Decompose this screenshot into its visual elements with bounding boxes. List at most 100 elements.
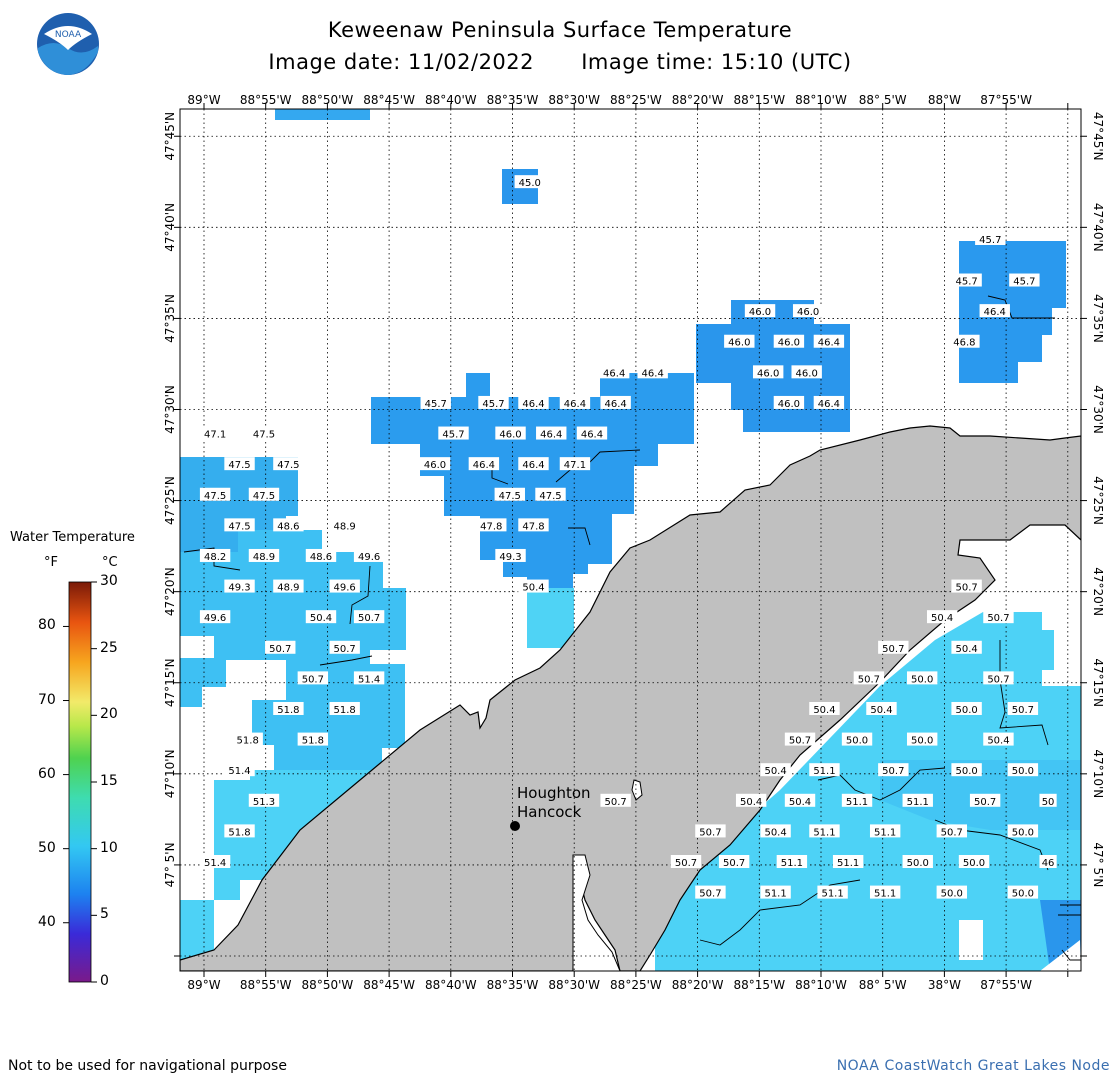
temp-label-box [902, 793, 933, 807]
temp-label-box [559, 457, 591, 471]
temp-label-box [983, 671, 1014, 685]
temp-label: 50.4 [310, 613, 332, 624]
legend-unit-c: °C [102, 555, 118, 570]
temp-label-box [1039, 793, 1057, 807]
temp-label-box [495, 426, 526, 440]
temp-label: 50.0 [911, 736, 933, 747]
footer-credit: NOAA CoastWatch Great Lakes Node [836, 1058, 1110, 1074]
temp-label-box [248, 793, 280, 807]
lat-label: 47°40'N [1091, 203, 1105, 252]
temp-label: 45.7 [979, 235, 1001, 246]
map-title: Keweenaw Peninsula Surface Temperature [327, 18, 793, 42]
temp-label: 50.7 [1012, 705, 1034, 716]
lat-label: 47°20'N [1091, 567, 1105, 616]
lon-label: 88°15'W [733, 93, 785, 107]
land-mass [180, 425, 1081, 971]
lon-label: 88°50'W [302, 93, 354, 107]
temp-label: 47.1 [204, 430, 226, 441]
temp-label: 49.6 [204, 613, 226, 624]
temp-label: 46.4 [605, 399, 627, 410]
temp-label: 50.7 [723, 858, 745, 869]
temp-label-box [773, 395, 805, 409]
legend-fahrenheit-tick: 80 [38, 617, 56, 634]
lon-label: 88° 5'W [859, 978, 907, 992]
temp-label: 46.4 [818, 338, 840, 349]
temp-label: 47.8 [522, 521, 544, 532]
temp-label: 46.4 [564, 399, 586, 410]
lat-label: 47°15'N [1091, 658, 1105, 707]
temp-label-box [199, 855, 231, 869]
legend-fahrenheit-tick: 60 [38, 765, 56, 782]
temp-label-box [224, 518, 255, 532]
temp-label: 50.4 [764, 827, 786, 838]
lat-label: 47°10'N [1091, 749, 1105, 798]
temp-label: 50.4 [740, 797, 762, 808]
temp-label: 51.1 [907, 797, 929, 808]
temp-label-box [969, 793, 1001, 807]
legend-fahrenheit-tick: 50 [38, 839, 56, 856]
temp-label: 51.1 [764, 889, 786, 900]
legend-celsius-tick: 20 [100, 706, 118, 723]
lon-label: 88°15'W [733, 978, 785, 992]
legend-title: Water Temperature [10, 530, 135, 545]
temp-label: 46.8 [953, 338, 975, 349]
legend-celsius-tick: 0 [100, 973, 109, 989]
city-marker [510, 821, 520, 831]
temp-label: 51.1 [813, 827, 835, 838]
temp-label: 46.0 [424, 460, 446, 471]
temp-label: 49.3 [499, 552, 521, 563]
temp-label: 48.9 [253, 552, 275, 563]
lon-label: 88°25'W [610, 93, 662, 107]
temp-label-box [265, 640, 296, 654]
temp-label-box [809, 763, 840, 777]
temp-label-box [869, 885, 901, 899]
map-frame [179, 108, 1082, 972]
temp-label-box [784, 732, 816, 746]
temp-label-box [232, 732, 263, 746]
temp-label: 45.7 [442, 430, 464, 441]
lat-label: 47°30'N [1091, 385, 1105, 434]
lon-label: 88°10'W [795, 978, 847, 992]
lat-label: 47°10'N [163, 749, 177, 798]
temp-label-box [791, 365, 822, 379]
temp-label-box [518, 457, 549, 471]
lon-label: 88°30'W [548, 93, 600, 107]
lon-label: 88°25'W [610, 978, 662, 992]
temp-label: 47.5 [277, 460, 299, 471]
temp-label-box [536, 426, 567, 440]
temp-label: 50.4 [789, 797, 811, 808]
bottom-longitude-labels: 89°W 88°55'W 88°50'W 88°45'W 88°40'W 88°35'W 8… [187, 978, 1032, 992]
temp-label: 51.1 [874, 827, 896, 838]
lon-label: 88°30'W [548, 978, 600, 992]
lat-label: 47° 5'N [163, 842, 177, 887]
lon-label: 88°35'W [487, 93, 539, 107]
temp-label-box [773, 334, 805, 348]
temp-label: 49.6 [358, 552, 380, 563]
temp-label: 46 [1042, 858, 1055, 869]
temp-label-box [559, 395, 591, 409]
legend-celsius-tick: 25 [100, 639, 118, 656]
temp-label: 46.0 [778, 399, 800, 410]
temp-label-box [494, 487, 525, 501]
temp-label: 47.5 [253, 430, 275, 441]
temp-label-box [869, 824, 901, 838]
temp-label-box [273, 701, 304, 715]
lon-label: 88° 5'W [859, 93, 907, 107]
lon-label: 87°55'W [980, 978, 1032, 992]
lon-label: 88°10'W [795, 93, 847, 107]
temp-label-box [906, 732, 938, 746]
temp-label: 47.5 [204, 491, 226, 502]
temp-label: 48.6 [310, 552, 332, 563]
temp-label: 50.0 [911, 674, 933, 685]
temp-label: 46.4 [984, 307, 1006, 318]
lat-label: 47°25'N [163, 476, 177, 525]
temp-label-box [853, 671, 885, 685]
lat-label: 47°20'N [163, 567, 177, 616]
temp-label: 51.8 [237, 736, 259, 747]
temp-label-box [841, 793, 873, 807]
temp-label: 51.8 [334, 705, 356, 716]
temp-label: 50.4 [870, 705, 892, 716]
lon-label: 88°20'W [672, 93, 724, 107]
temp-label: 50.7 [858, 674, 880, 685]
temp-label-box [598, 365, 630, 379]
